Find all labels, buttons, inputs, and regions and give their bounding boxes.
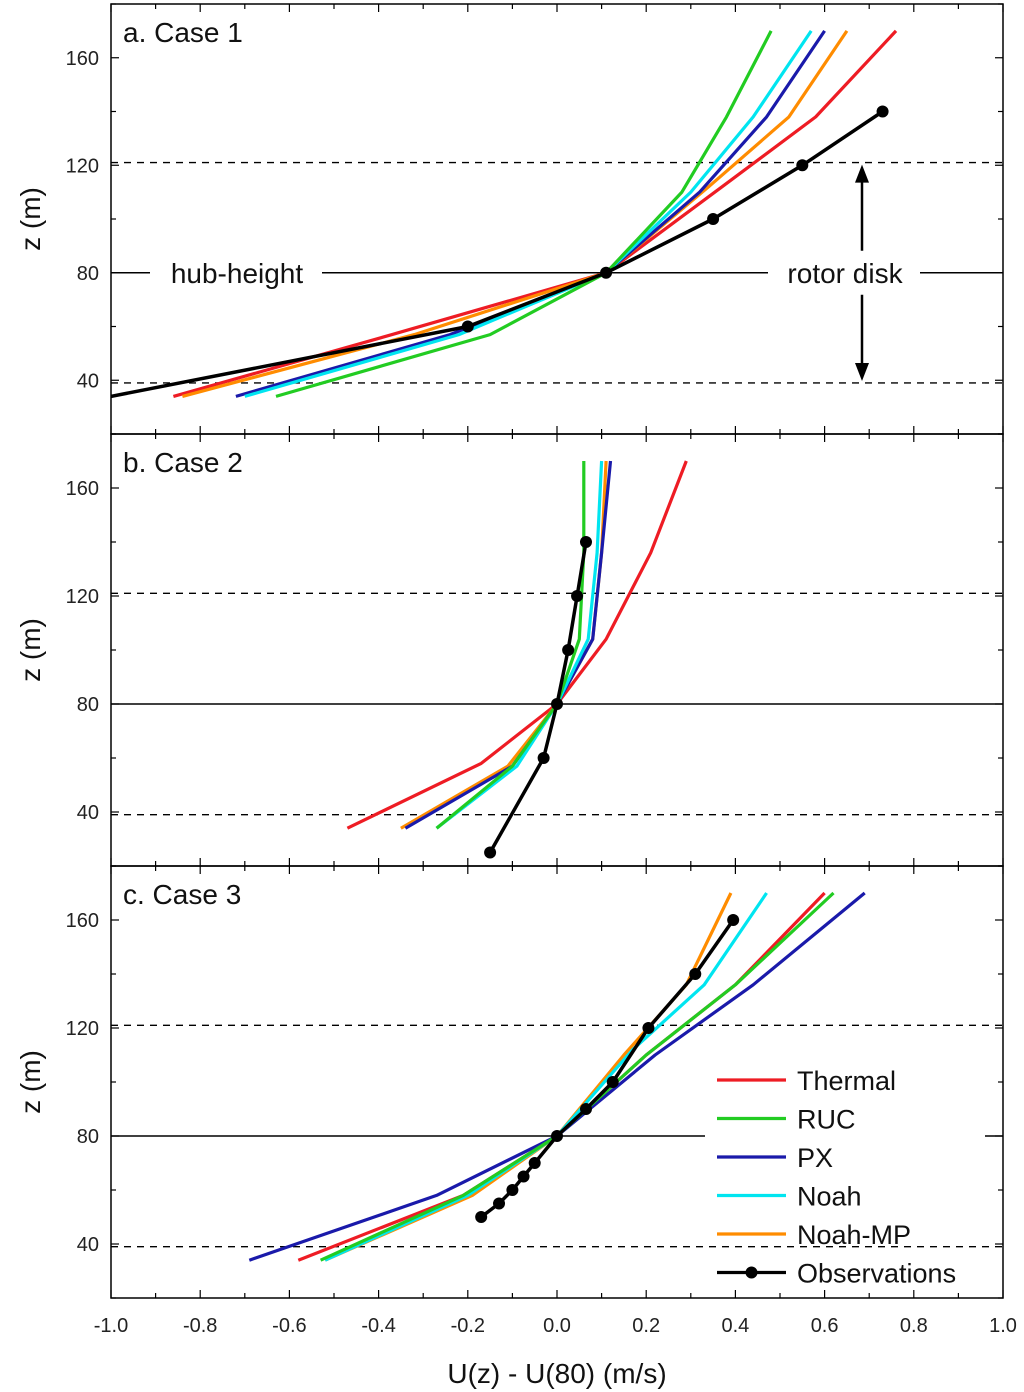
x-tick-label: -0.2	[451, 1315, 485, 1337]
panel-3: c. Case 3 40 80 120 160 z (m) Thermal RUC PX Noah…	[15, 865, 1004, 1299]
panel-title: b. Case 2	[123, 447, 243, 478]
series-line-noah-mp	[181, 30, 849, 398]
legend-label: PX	[797, 1143, 833, 1173]
series-line-noah	[244, 30, 813, 398]
observation-point	[707, 213, 720, 225]
observation-point	[461, 320, 474, 333]
panel-title: a. Case 1	[123, 17, 243, 48]
legend-label: Noah	[797, 1182, 862, 1212]
panel-title: c. Case 3	[123, 879, 241, 910]
observation-point	[562, 644, 575, 656]
observation-point	[606, 1076, 619, 1088]
observation-point	[642, 1022, 655, 1034]
observation-point	[689, 968, 702, 980]
x-tick-label: 1.0	[989, 1315, 1017, 1337]
hub-height-label: hub-height	[171, 258, 304, 289]
y-tick-label: 40	[77, 1234, 99, 1256]
observation-point	[528, 1157, 541, 1169]
observation-point	[551, 1130, 563, 1142]
y-axis-title: z (m)	[15, 187, 46, 251]
series-line-px	[248, 891, 866, 1262]
series-line-thermal	[297, 891, 826, 1262]
observation-point	[537, 752, 550, 764]
x-tick-label: -0.6	[272, 1315, 306, 1337]
y-tick-label: 160	[66, 48, 99, 70]
y-axis-title: z (m)	[15, 618, 46, 682]
x-tick-label: 0.2	[632, 1315, 660, 1337]
observation-point	[579, 536, 592, 548]
y-tick-label: 80	[77, 1126, 99, 1148]
x-tick-label: 0.8	[900, 1315, 928, 1337]
rotor-disk-label: rotor disk	[787, 258, 903, 289]
observation-point	[796, 159, 809, 172]
legend-label: Noah-MP	[797, 1220, 911, 1250]
observation-point	[475, 1211, 488, 1223]
legend-label: Observations	[797, 1259, 956, 1289]
y-tick-label: 160	[66, 478, 99, 500]
series-line-noah	[324, 892, 768, 1262]
series-line-thermal	[346, 460, 688, 830]
observation-point	[484, 846, 497, 859]
legend-label: Thermal	[797, 1066, 896, 1096]
observation-point	[727, 914, 740, 926]
x-tick-label: 0.4	[721, 1315, 749, 1337]
x-axis-title: U(z) - U(80) (m/s)	[447, 1358, 666, 1389]
y-tick-label: 80	[77, 263, 99, 285]
observation-point	[506, 1184, 519, 1196]
y-tick-label: 120	[66, 586, 99, 608]
panel-1: a. Case 1 40 80 120 160 z (m) hub-height rotor …	[15, 3, 1004, 435]
legend: Thermal RUC PX Noah Noah-MP Observations	[717, 1066, 956, 1289]
series-line-ruc	[275, 30, 773, 398]
arrow-head-up	[855, 164, 869, 183]
observation-point	[579, 1103, 592, 1115]
observation-point	[600, 266, 613, 279]
legend-label: RUC	[797, 1105, 856, 1135]
y-tick-label: 160	[66, 910, 99, 932]
observation-point	[551, 698, 563, 710]
panel-2: b. Case 2 40 80 120 160 z (m)	[15, 433, 1004, 867]
panel-frame	[110, 433, 1004, 867]
series-line-px	[404, 460, 613, 830]
observation-point	[517, 1170, 530, 1183]
observation-point	[571, 590, 584, 602]
legend-marker	[745, 1266, 758, 1279]
series-line-thermal	[172, 29, 898, 398]
series-line-noah	[435, 460, 604, 830]
x-tick-label: -0.8	[183, 1315, 217, 1337]
x-tick-label: -1.0	[94, 1315, 128, 1337]
series-line-ruc	[319, 891, 835, 1262]
series-line-px	[235, 30, 826, 398]
y-tick-label: 40	[77, 370, 99, 392]
y-tick-label: 120	[66, 155, 99, 177]
x-tick-label: -0.4	[361, 1315, 395, 1337]
arrow-head-down	[855, 362, 869, 381]
x-tick-label: 0.0	[543, 1315, 571, 1337]
observation-point	[493, 1197, 506, 1210]
series-line-observations	[111, 110, 884, 399]
observation-point	[876, 105, 889, 118]
series-line-observations	[488, 541, 588, 854]
y-tick-label: 120	[66, 1018, 99, 1040]
y-tick-label: 40	[77, 802, 99, 824]
y-tick-label: 80	[77, 694, 99, 716]
x-tick-label: 0.6	[811, 1315, 839, 1337]
y-axis-title: z (m)	[15, 1050, 46, 1114]
series-line-noah-mp	[324, 892, 733, 1262]
